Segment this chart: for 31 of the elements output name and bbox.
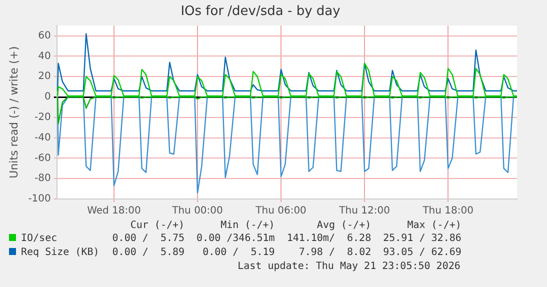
y-tick-label: -20 <box>34 112 51 123</box>
y-tick-label: -60 <box>34 152 51 164</box>
y-tick-label: 60 <box>38 30 51 42</box>
y-tick-label: -80 <box>34 173 51 184</box>
x-tick-label: Thu 00:00 <box>171 206 223 217</box>
chart-title: IOs for /dev/sda - by day <box>180 4 341 20</box>
x-tick-label: Thu 18:00 <box>422 206 474 217</box>
text: Max (-/+) <box>406 220 462 232</box>
y-tick-label: -40 <box>34 132 51 144</box>
x-tick-label: Thu 06:00 <box>254 206 306 217</box>
text: Last update: Thu May 21 23:05:50 2026 <box>236 260 462 274</box>
text: 0.00 / 5.75 <box>111 232 185 246</box>
text: 0.00 / 5.19 <box>202 246 275 260</box>
y-tick-label: 40 <box>38 50 51 62</box>
y-tick-label: 0 <box>44 92 51 103</box>
text: 0.00 /346.51m <box>196 232 275 246</box>
y-axis-title: Units read (-) / write (+) <box>7 46 20 178</box>
text: Min (-/+) <box>220 220 275 232</box>
text: 141.10m/ 6.28 <box>286 232 372 246</box>
legend-label: IO/sec <box>20 232 58 246</box>
text: Avg (-/+) <box>316 220 372 232</box>
text: Cur (-/+) <box>129 220 185 232</box>
x-tick-label: Wed 18:00 <box>87 206 141 217</box>
y-tick-label: -100 <box>28 194 51 205</box>
legend-label: Req Size (KB) <box>20 246 100 260</box>
text: 7.98 / 8.02 <box>298 246 372 260</box>
text: 93.05 / 62.69 <box>382 246 462 260</box>
text: 0.00 / 5.89 <box>111 246 185 260</box>
text: 25.91 / 32.86 <box>382 232 462 246</box>
x-tick-label: Thu 12:00 <box>338 206 390 217</box>
y-tick-label: 20 <box>38 71 51 82</box>
